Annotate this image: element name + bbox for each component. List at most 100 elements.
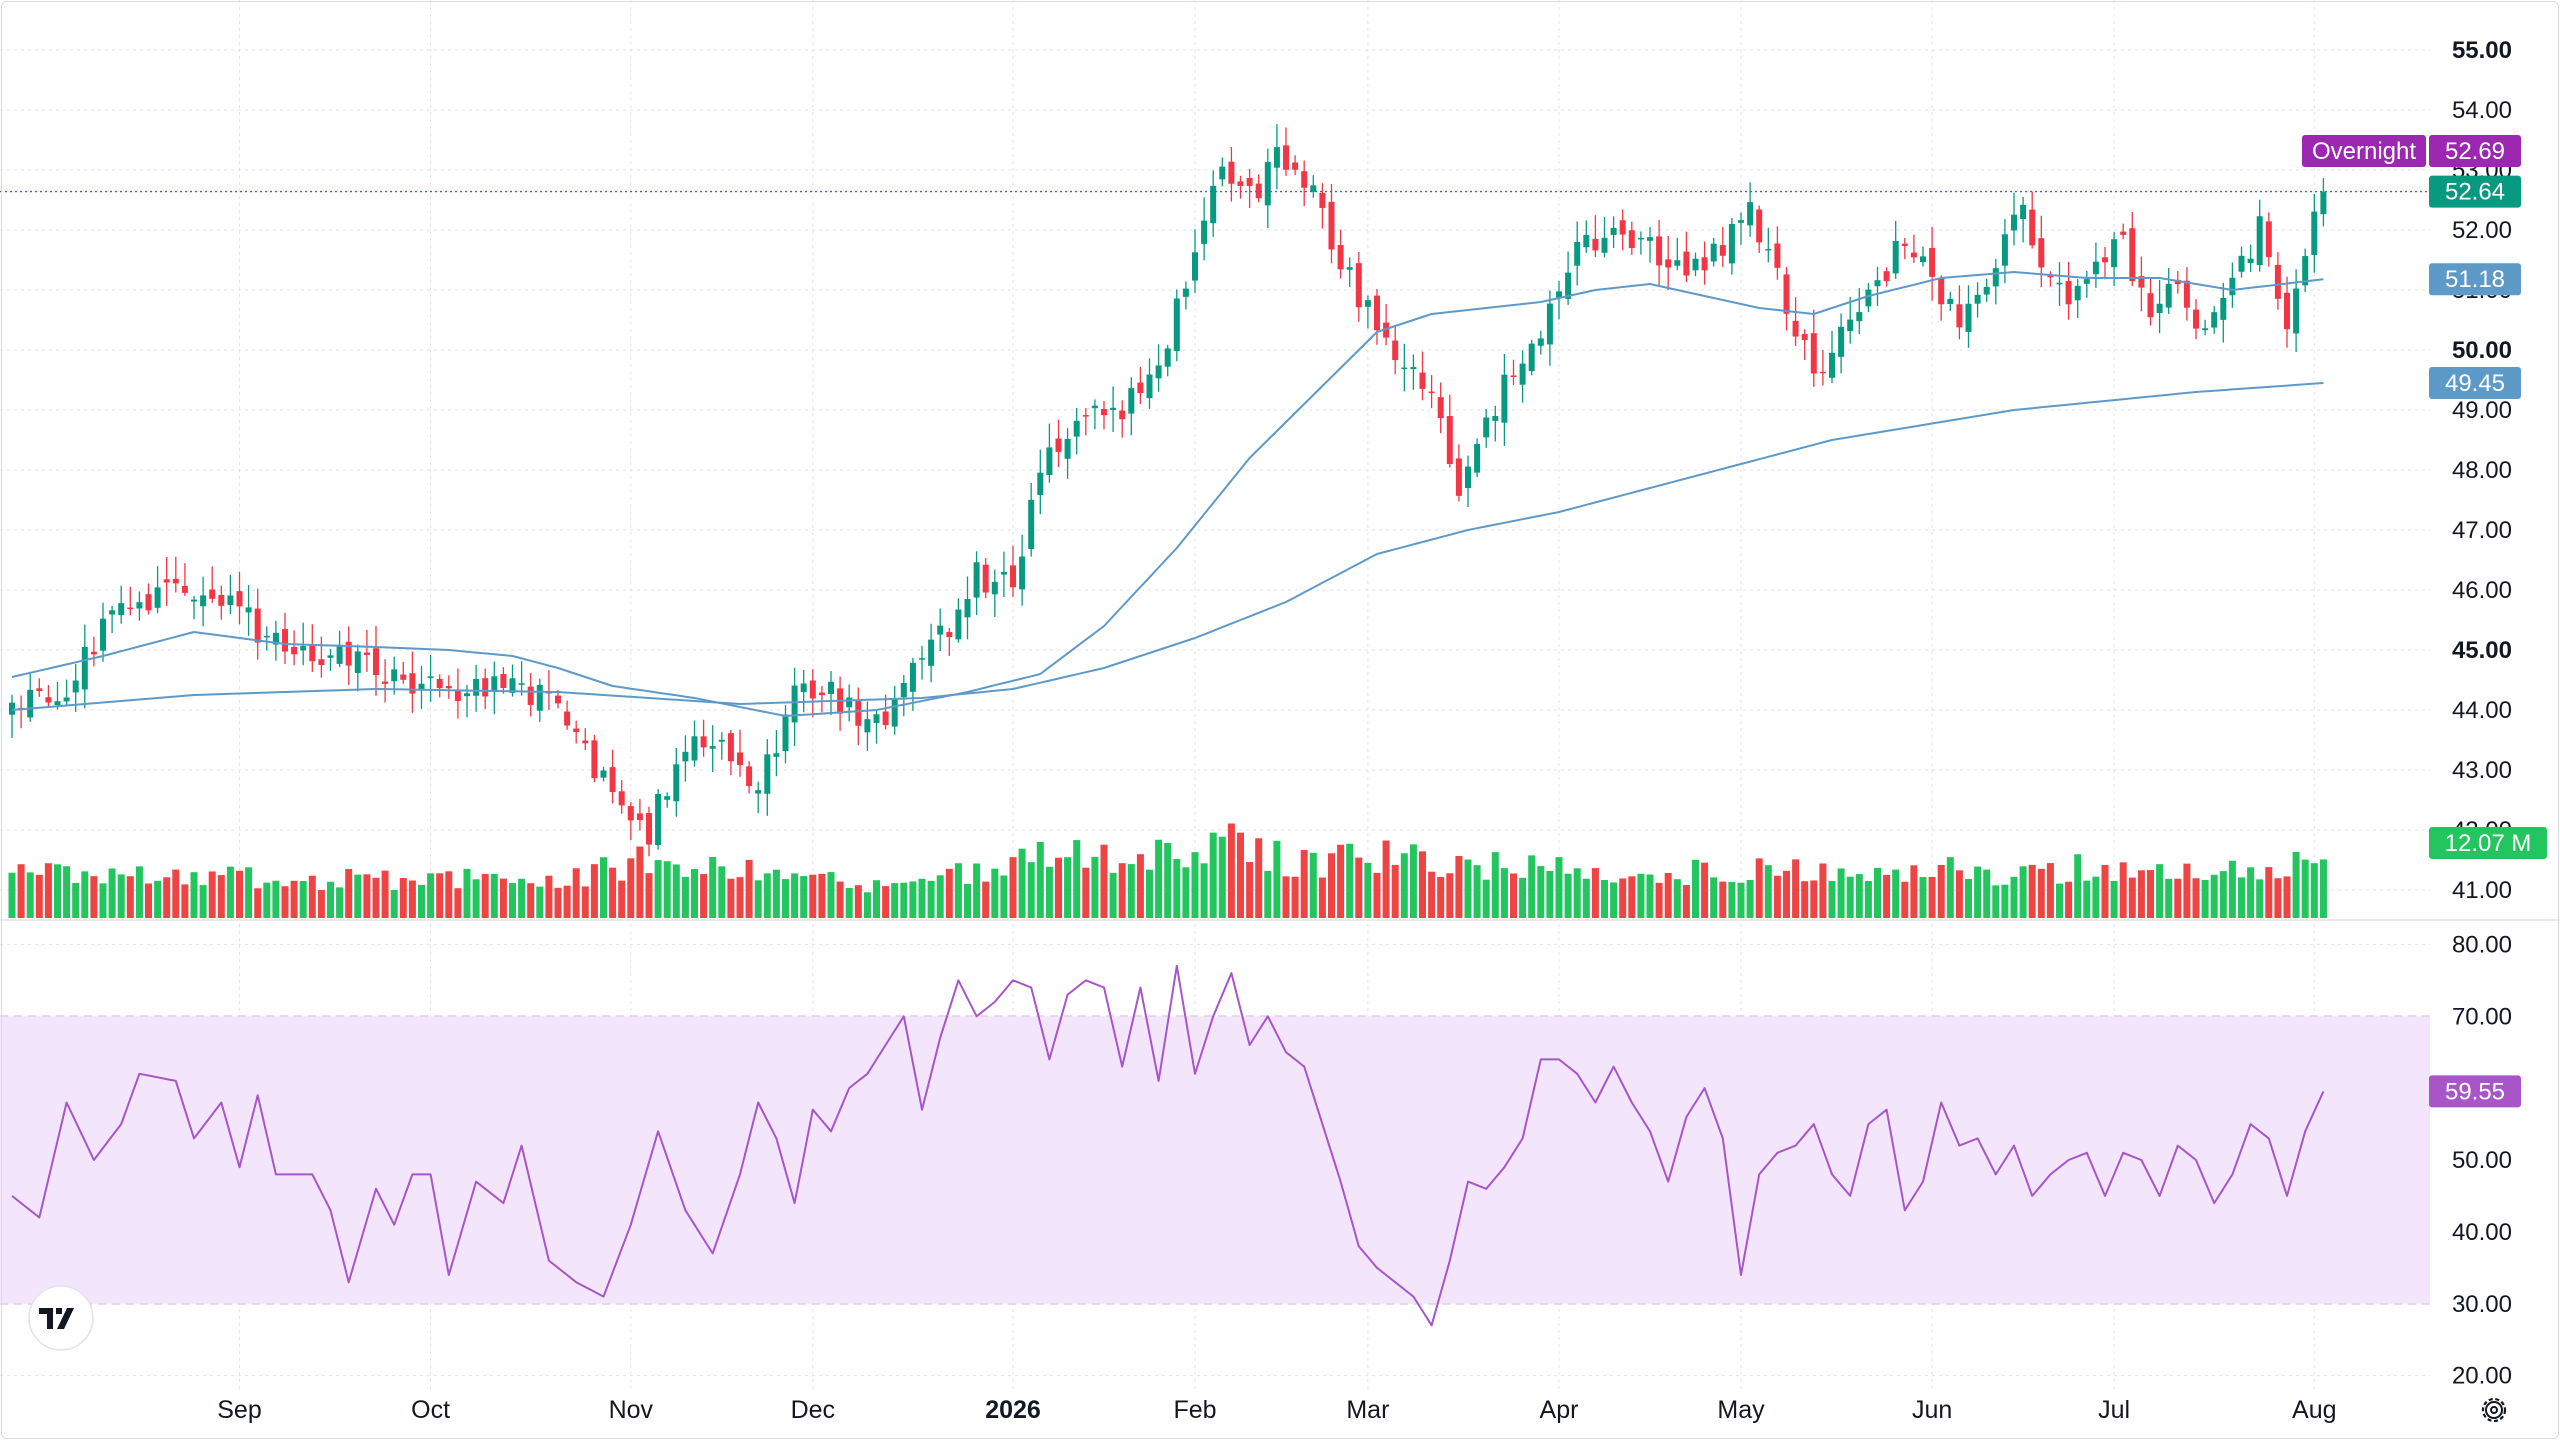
candle[interactable] bbox=[1910, 234, 1917, 263]
candle[interactable] bbox=[1237, 175, 1244, 199]
candle[interactable] bbox=[2320, 178, 2327, 227]
candle[interactable] bbox=[373, 626, 379, 696]
candle[interactable] bbox=[1665, 236, 1672, 291]
candle[interactable] bbox=[755, 781, 762, 814]
candle[interactable] bbox=[1091, 399, 1098, 430]
candle[interactable] bbox=[600, 766, 607, 782]
candle[interactable] bbox=[2092, 242, 2099, 288]
candle[interactable] bbox=[2047, 271, 2054, 287]
candle[interactable] bbox=[937, 608, 944, 651]
candle[interactable] bbox=[1364, 295, 1371, 329]
candle[interactable] bbox=[973, 551, 980, 616]
candle[interactable] bbox=[218, 585, 225, 620]
candle[interactable] bbox=[1738, 212, 1744, 245]
candle[interactable] bbox=[2202, 319, 2209, 336]
candle[interactable] bbox=[846, 684, 853, 722]
settings-gear-icon[interactable] bbox=[2481, 1397, 2507, 1423]
tradingview-logo-icon[interactable] bbox=[28, 1285, 94, 1351]
candle[interactable] bbox=[864, 701, 871, 751]
candle[interactable] bbox=[354, 644, 361, 692]
candle[interactable] bbox=[1283, 127, 1289, 176]
candle[interactable] bbox=[1865, 283, 1872, 313]
candle[interactable] bbox=[1765, 227, 1772, 263]
candle[interactable] bbox=[1155, 344, 1162, 392]
candle[interactable] bbox=[54, 681, 61, 710]
candle[interactable] bbox=[1883, 267, 1890, 287]
candle[interactable] bbox=[1492, 405, 1499, 442]
candle[interactable] bbox=[81, 624, 88, 709]
candle[interactable] bbox=[955, 598, 962, 643]
candle[interactable] bbox=[891, 685, 898, 735]
candle[interactable] bbox=[1974, 282, 1981, 318]
candle[interactable] bbox=[545, 670, 552, 710]
candle[interactable] bbox=[1774, 226, 1781, 280]
candle[interactable] bbox=[1656, 219, 1663, 287]
candle[interactable] bbox=[272, 620, 279, 661]
candle[interactable] bbox=[1201, 197, 1208, 261]
candle[interactable] bbox=[1756, 205, 1763, 253]
price-axis[interactable]: 41.0042.0043.0044.0045.0046.0047.0048.00… bbox=[2452, 37, 2512, 904]
candle[interactable] bbox=[454, 668, 461, 719]
candle[interactable] bbox=[1164, 344, 1171, 377]
candle[interactable] bbox=[818, 685, 825, 713]
candle[interactable] bbox=[90, 636, 97, 667]
candle[interactable] bbox=[1647, 226, 1653, 263]
candle[interactable] bbox=[882, 694, 889, 730]
candle[interactable] bbox=[1483, 408, 1490, 448]
candle[interactable] bbox=[527, 672, 534, 717]
candle[interactable] bbox=[172, 556, 179, 593]
candle[interactable] bbox=[1173, 289, 1180, 362]
candle[interactable] bbox=[2056, 262, 2063, 306]
candle[interactable] bbox=[1264, 148, 1271, 228]
candle[interactable] bbox=[200, 576, 207, 627]
candle[interactable] bbox=[427, 654, 434, 702]
candle[interactable] bbox=[1574, 221, 1581, 286]
candle[interactable] bbox=[1010, 545, 1016, 597]
candle[interactable] bbox=[2102, 246, 2108, 280]
candle[interactable] bbox=[1901, 238, 1908, 260]
candle[interactable] bbox=[1783, 267, 1790, 331]
candle[interactable] bbox=[1110, 386, 1117, 432]
candle[interactable] bbox=[2311, 193, 2318, 273]
candle[interactable] bbox=[828, 671, 834, 716]
candle[interactable] bbox=[2265, 212, 2272, 267]
candle[interactable] bbox=[791, 667, 798, 747]
candle[interactable] bbox=[400, 661, 407, 684]
candle[interactable] bbox=[1728, 218, 1735, 275]
candle[interactable] bbox=[2284, 276, 2290, 348]
candle[interactable] bbox=[1683, 231, 1690, 283]
candle[interactable] bbox=[2120, 223, 2127, 240]
candle[interactable] bbox=[564, 700, 571, 730]
candle[interactable] bbox=[1792, 297, 1799, 346]
candle[interactable] bbox=[1401, 343, 1408, 392]
candle[interactable] bbox=[1847, 296, 1854, 344]
candle[interactable] bbox=[2074, 279, 2081, 318]
candle[interactable] bbox=[718, 732, 725, 760]
candle[interactable] bbox=[646, 806, 652, 857]
candle[interactable] bbox=[655, 789, 662, 850]
candle[interactable] bbox=[1510, 359, 1517, 385]
candle[interactable] bbox=[1920, 246, 1926, 267]
candle[interactable] bbox=[991, 569, 998, 617]
candle[interactable] bbox=[700, 719, 707, 757]
candle[interactable] bbox=[809, 669, 816, 718]
candle[interactable] bbox=[782, 705, 789, 764]
candle[interactable] bbox=[1064, 428, 1071, 479]
candle[interactable] bbox=[1210, 170, 1217, 237]
candle[interactable] bbox=[1219, 157, 1226, 187]
candle[interactable] bbox=[291, 630, 298, 666]
candle[interactable] bbox=[1838, 313, 1845, 374]
candle[interactable] bbox=[2211, 306, 2218, 334]
candle[interactable] bbox=[709, 725, 716, 772]
candle[interactable] bbox=[382, 659, 389, 703]
candle[interactable] bbox=[1346, 257, 1353, 288]
candle[interactable] bbox=[1192, 229, 1198, 293]
candle[interactable] bbox=[36, 678, 43, 697]
candle[interactable] bbox=[482, 668, 489, 709]
candle[interactable] bbox=[2029, 191, 2036, 249]
candle[interactable] bbox=[2138, 256, 2145, 312]
candle[interactable] bbox=[2193, 299, 2199, 340]
candle[interactable] bbox=[1046, 423, 1053, 483]
candle[interactable] bbox=[518, 661, 525, 696]
